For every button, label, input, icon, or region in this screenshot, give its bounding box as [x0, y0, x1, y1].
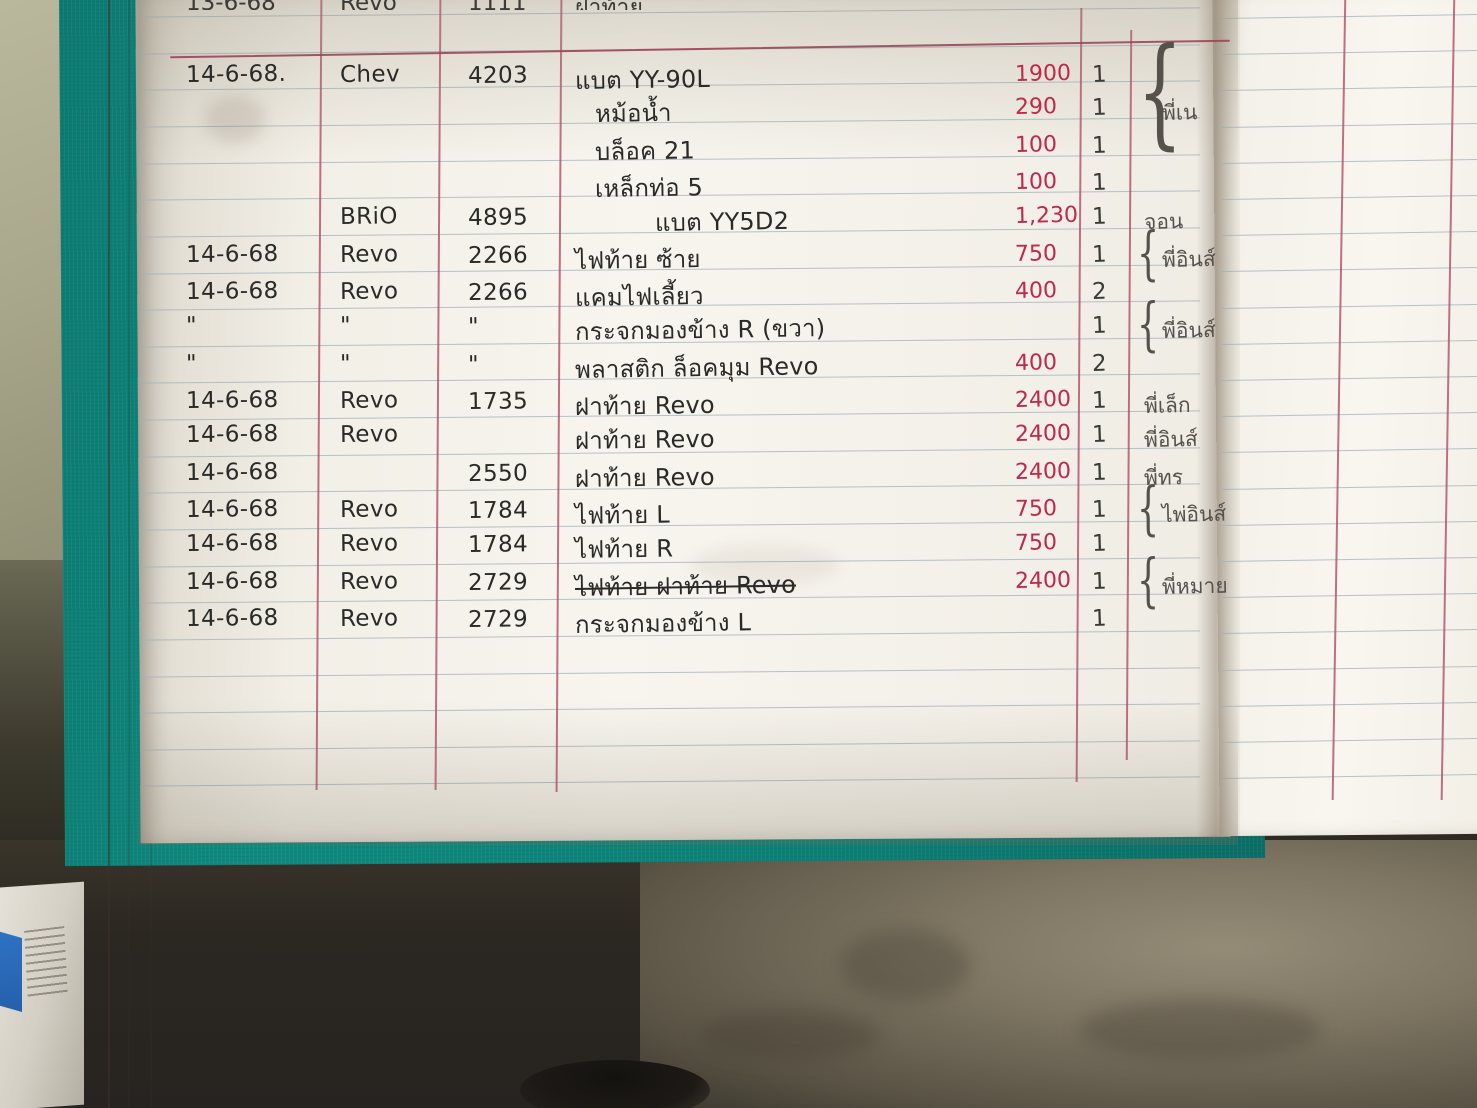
cell-model: Revo [340, 496, 399, 523]
cell-job-number: 2729 [468, 606, 528, 633]
cell-price: 2400 [1015, 387, 1072, 413]
cell-model: Revo [340, 387, 399, 414]
note-brace: { [1137, 491, 1159, 527]
cell-date: 14-6-68 [186, 241, 279, 268]
cell-model: Chev [340, 61, 400, 88]
cell-note: พี่เน [1162, 97, 1198, 131]
cell-job-number: 1784 [468, 531, 528, 558]
cell-job-number: 2550 [468, 460, 528, 487]
cell-price: 400 [1015, 350, 1058, 376]
cell-price: 2400 [1015, 459, 1072, 485]
cell-date: 14-6-68 [186, 459, 279, 486]
cell-item-description: พลาสติก ล็อคมุม Revo [575, 346, 819, 389]
cell-note: พี่อินส์ [1162, 243, 1216, 277]
cell-model: BRiO [340, 203, 398, 230]
cell-item-description: ไฟท้าย R [575, 528, 674, 569]
cell-price: 100 [1015, 170, 1058, 196]
cell-price: 750 [1015, 241, 1058, 267]
cell-model: Revo [340, 568, 399, 595]
cell-quantity: 1 [1092, 421, 1108, 447]
cell-price: 100 [1015, 132, 1058, 158]
cell-item-description: กระจกมองข้าง L [575, 602, 752, 644]
cell-job-number: " [468, 314, 479, 340]
clipped-cell: Revo [340, 0, 397, 10]
cell-job-number: 2266 [468, 242, 528, 269]
cell-item-description: ไฟท้าย ฝาท้าย Revo [575, 564, 797, 606]
cell-item-description: ฝาท้าย Revo [575, 419, 715, 460]
cell-quantity: 1 [1092, 204, 1108, 230]
cell-quantity: 1 [1092, 133, 1108, 159]
cell-price: 750 [1015, 496, 1058, 522]
cell-note: พี่อินส์ [1162, 314, 1216, 348]
cell-model: Revo [340, 605, 399, 632]
clipped-cell: 13-6-68 [186, 0, 276, 10]
note-brace: { [1137, 307, 1159, 343]
cell-price: 1900 [1015, 60, 1072, 86]
cell-model: Revo [340, 530, 399, 557]
cell-quantity: 1 [1092, 241, 1108, 267]
cell-price: 290 [1015, 94, 1058, 120]
cell-quantity: 2 [1092, 279, 1108, 305]
cell-price: 2400 [1015, 421, 1072, 447]
cell-job-number: 1735 [468, 388, 528, 415]
cell-note: พี่เล็ก [1144, 389, 1191, 423]
cell-date: 14-6-68 [186, 496, 279, 523]
cell-item-description: หม้อน้ำ [595, 93, 672, 133]
cell-quantity: 1 [1092, 61, 1108, 87]
ledger-table: 13-6-68Revo1111ฝาท้าย14-6-68.Chev4203แบต… [0, 0, 1477, 1108]
note-brace: { [1137, 236, 1159, 272]
cell-date: 14-6-68 [186, 278, 279, 305]
cell-price: 400 [1015, 278, 1058, 304]
cell-item-description: บล็อค 21 [595, 131, 696, 172]
cell-note: ไพ่อินส์ [1162, 498, 1227, 532]
cell-date: 14-6-68 [186, 605, 279, 632]
cell-price: 750 [1015, 530, 1058, 556]
cell-job-number: 2266 [468, 280, 528, 307]
cell-model: Revo [340, 241, 399, 268]
cell-price: 1,230 [1015, 203, 1078, 229]
cell-date: 14-6-68 [186, 421, 279, 448]
cell-quantity: 1 [1092, 459, 1108, 485]
clipped-top-row: 13-6-68 Revo 1111 ฝาท้าย [170, 0, 870, 10]
cell-item-description: ไฟท้าย ซ้าย [575, 239, 701, 280]
cell-quantity: 1 [1092, 497, 1108, 523]
cell-job-number: 1784 [468, 497, 528, 524]
cell-model: " [340, 313, 351, 339]
cell-quantity: 1 [1092, 568, 1108, 594]
cell-quantity: 1 [1092, 313, 1108, 339]
cell-date: " [186, 313, 197, 339]
cell-price: 2400 [1015, 568, 1072, 594]
cell-job-number: 4895 [468, 204, 528, 231]
cell-date: 14-6-68 [186, 387, 279, 414]
cell-note: พี่อินส์ [1144, 423, 1198, 457]
clipped-cell: ฝาท้าย [575, 0, 643, 10]
cell-date: 14-6-68 [186, 568, 279, 595]
cell-item-description: แบต YY5D2 [655, 201, 790, 242]
cell-quantity: 2 [1092, 350, 1108, 376]
cell-quantity: 1 [1092, 170, 1108, 196]
cell-job-number: 2729 [468, 569, 528, 596]
cell-item-description: ฝาท้าย Revo [575, 457, 715, 498]
cell-model: Revo [340, 421, 399, 448]
clipped-cell: 1111 [468, 0, 527, 10]
cell-model: Revo [340, 279, 399, 306]
cell-quantity: 1 [1092, 388, 1108, 414]
photo-scene: 13-6-68Revo1111ฝาท้าย14-6-68.Chev4203แบต… [0, 0, 1477, 1108]
cell-note: พี่หมาย [1162, 569, 1228, 603]
cell-quantity: 1 [1092, 605, 1108, 631]
cell-quantity: 1 [1092, 530, 1108, 556]
cell-job-number: " [468, 352, 479, 378]
cell-job-number: 4203 [468, 62, 528, 89]
cell-date: 14-6-68. [186, 60, 287, 87]
cell-item-description: กระจกมองข้าง R (ขวา) [575, 308, 826, 351]
note-brace: { [1137, 563, 1159, 599]
cell-date: " [186, 351, 197, 377]
cell-model: " [340, 351, 351, 377]
cell-quantity: 1 [1092, 95, 1108, 121]
cell-date: 14-6-68 [186, 530, 279, 557]
